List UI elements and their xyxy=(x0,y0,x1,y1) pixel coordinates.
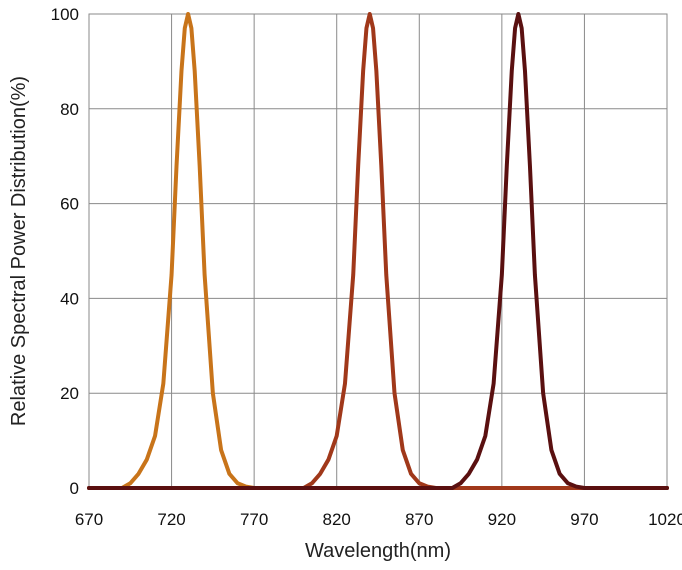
x-tick-label: 770 xyxy=(240,510,268,529)
y-tick-label: 40 xyxy=(60,289,79,308)
series-line-1 xyxy=(87,12,669,490)
series-group xyxy=(87,12,669,490)
series-line-2 xyxy=(87,12,669,490)
x-tick-labels: 670 720 770 820 870 920 970 1020 xyxy=(75,510,682,529)
y-tick-label: 80 xyxy=(60,100,79,119)
x-tick-label: 870 xyxy=(405,510,433,529)
y-tick-label: 20 xyxy=(60,384,79,403)
series-line-3 xyxy=(87,12,669,490)
x-tick-label: 1020 xyxy=(648,510,682,529)
x-tick-label: 670 xyxy=(75,510,103,529)
y-tick-label: 100 xyxy=(51,5,79,24)
y-axis-label: Relative Spectral Power Distribution(%) xyxy=(8,76,30,426)
y-tick-labels: 0 20 40 60 80 100 xyxy=(51,5,79,498)
y-tick-label: 60 xyxy=(60,195,79,214)
x-axis-label: Wavelength(nm) xyxy=(305,540,451,562)
x-tick-label: 820 xyxy=(323,510,351,529)
x-tick-label: 720 xyxy=(157,510,185,529)
y-tick-label: 0 xyxy=(70,479,79,498)
x-tick-label: 920 xyxy=(488,510,516,529)
x-tick-label: 970 xyxy=(570,510,598,529)
